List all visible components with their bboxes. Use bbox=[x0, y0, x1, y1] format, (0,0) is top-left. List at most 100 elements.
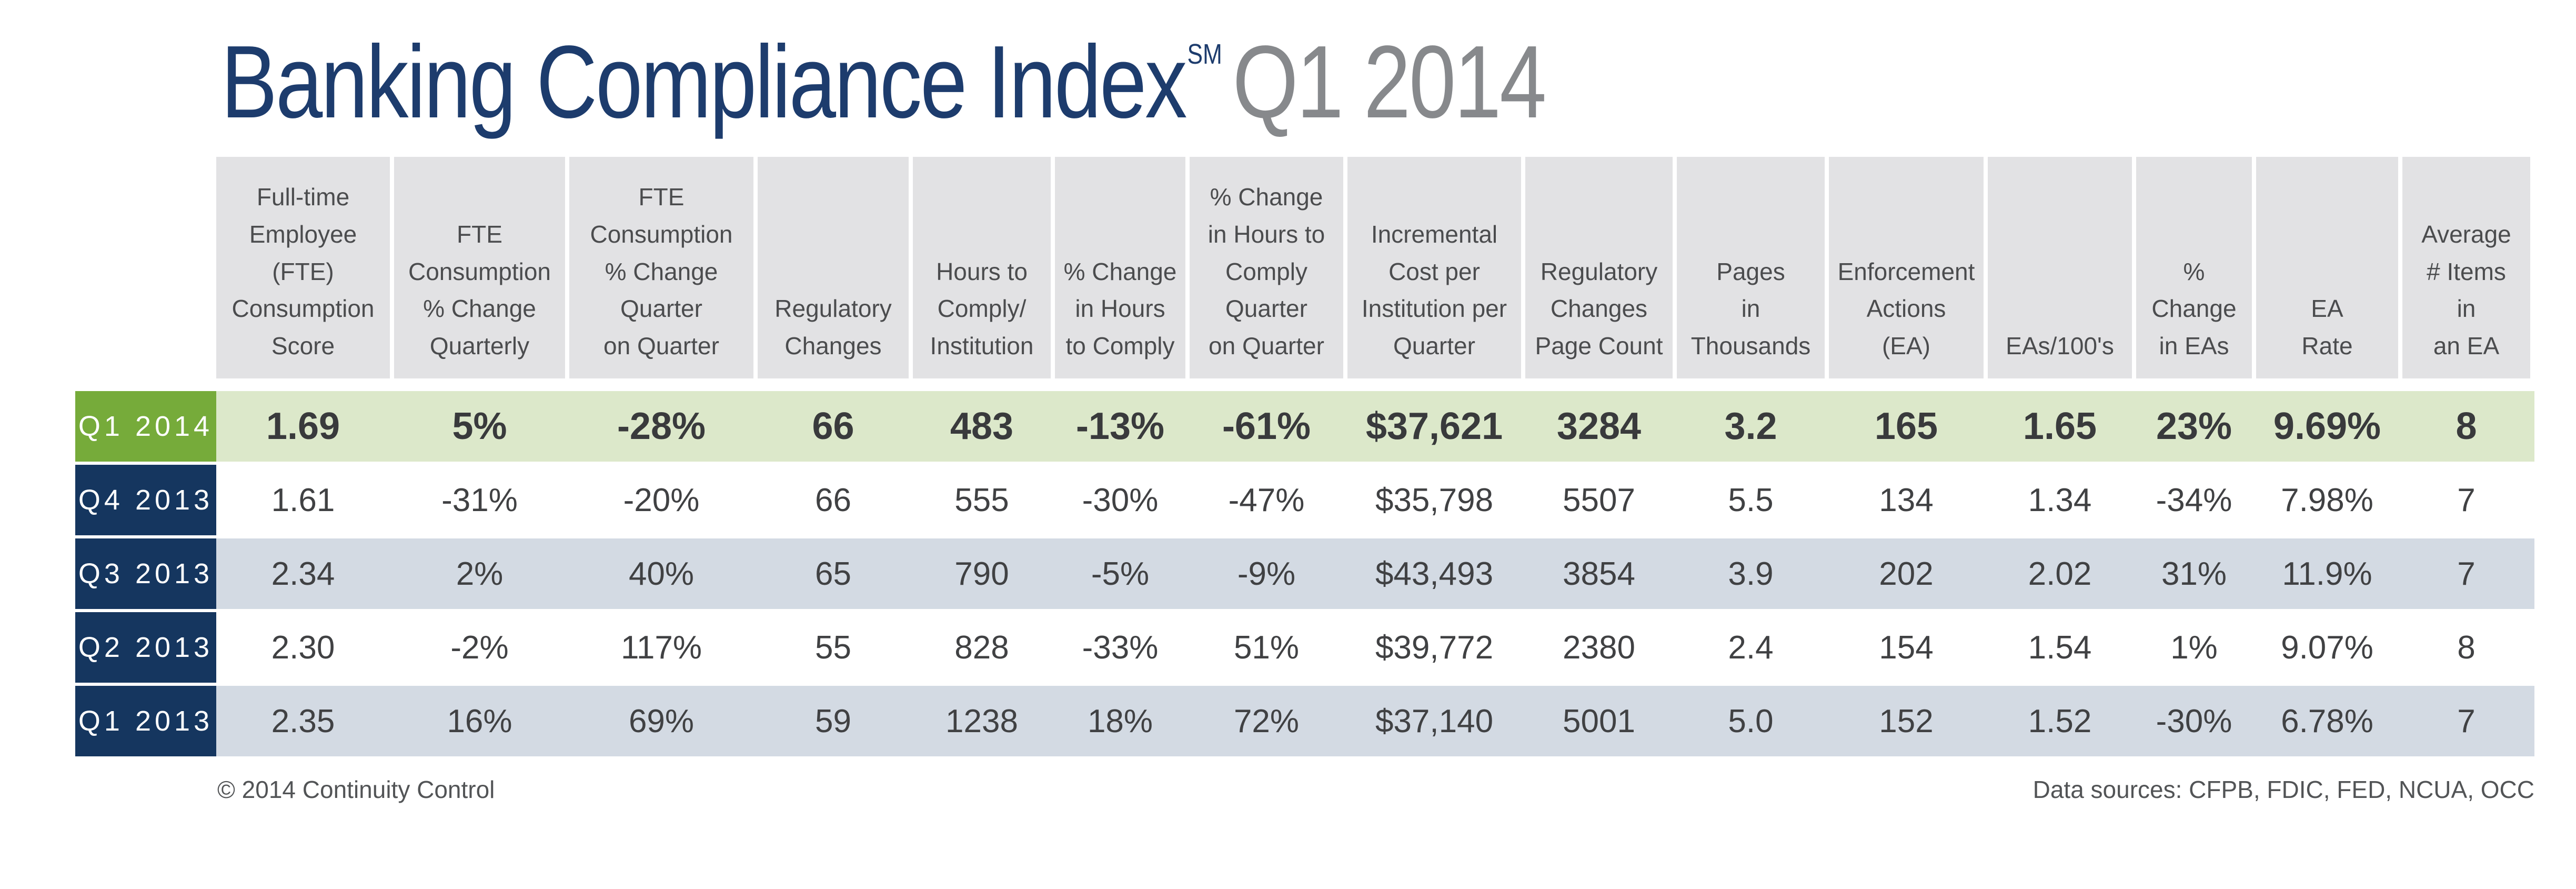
title-trademark-sm: SM bbox=[1187, 38, 1222, 70]
table-row-q3-2013: Q3 2013 2.34 2% 40% 65 790 -5% -9% $43,4… bbox=[75, 538, 2534, 609]
data-cell: 66 bbox=[815, 482, 851, 518]
col-header-ea-rate: EA Rate bbox=[2256, 157, 2398, 378]
data-cell: 66 bbox=[812, 405, 854, 447]
data-cell: -5% bbox=[1091, 555, 1150, 592]
data-cell: 11.9% bbox=[2282, 555, 2372, 592]
data-cell: 6.78% bbox=[2281, 703, 2373, 740]
col-header-regulatory-changes: Regulatory Changes bbox=[758, 157, 909, 378]
data-cell: 1.61 bbox=[271, 482, 335, 518]
row-band-q4-2013: 1.61 -31% -20% 66 555 -30% -47% $35,798 … bbox=[216, 465, 2534, 535]
table-body: Q1 2014 1.69 5% -28% 66 483 -13% -61% $3… bbox=[75, 391, 2534, 756]
data-cell: 134 bbox=[1879, 482, 1934, 518]
header-cells: Full-time Employee (FTE) Consumption Sco… bbox=[216, 157, 2534, 378]
data-cell: 3.2 bbox=[1724, 405, 1777, 447]
data-cell: 55 bbox=[815, 629, 851, 666]
data-cell: 51% bbox=[1233, 629, 1300, 666]
data-cell: 40% bbox=[628, 555, 695, 592]
data-cell: 9.69% bbox=[2273, 405, 2381, 447]
data-cell: 1.69 bbox=[266, 405, 340, 447]
data-cell: 117% bbox=[621, 629, 702, 666]
data-cell: 154 bbox=[1879, 629, 1934, 666]
row-label-q2-2013: Q2 2013 bbox=[75, 612, 216, 683]
data-cell: 72% bbox=[1233, 703, 1300, 740]
data-cell: -61% bbox=[1222, 405, 1311, 447]
row-band-q1-2014: 1.69 5% -28% 66 483 -13% -61% $37,621 32… bbox=[216, 391, 2534, 462]
col-header-incremental-cost: Incremental Cost per Institution per Qua… bbox=[1347, 157, 1521, 378]
data-cell: $37,140 bbox=[1375, 703, 1494, 740]
data-cell: 7 bbox=[2457, 555, 2476, 592]
footer-data-sources: Data sources: CFPB, FDIC, FED, NCUA, OCC bbox=[2032, 776, 2534, 803]
data-cell: -47% bbox=[1228, 482, 1305, 518]
data-cell: 3.9 bbox=[1728, 555, 1774, 592]
data-cell: 8 bbox=[2456, 405, 2477, 447]
data-cell: $39,772 bbox=[1375, 629, 1494, 666]
data-cell: $35,798 bbox=[1375, 482, 1494, 518]
data-cell: 69% bbox=[628, 703, 695, 740]
col-header-enforcement-actions: Enforcement Actions (EA) bbox=[1829, 157, 1984, 378]
data-cell: 5% bbox=[452, 405, 507, 447]
data-cell: 2.02 bbox=[2028, 555, 2092, 592]
data-cell: 2.35 bbox=[271, 703, 335, 740]
data-cell: 1.52 bbox=[2028, 703, 2092, 740]
data-cell: 1.54 bbox=[2028, 629, 2092, 666]
row-label-q4-2013: Q4 2013 bbox=[75, 465, 216, 535]
data-cell: 1.65 bbox=[2022, 405, 2097, 447]
data-cell: 9.07% bbox=[2281, 629, 2373, 666]
page-title: Banking Compliance IndexSM Q1 2014 bbox=[221, 31, 2576, 136]
row-label-q1-2014: Q1 2014 bbox=[75, 391, 216, 462]
data-cell: 5507 bbox=[1563, 482, 1635, 518]
col-header-pct-change-in-eas: % Change in EAs bbox=[2136, 157, 2252, 378]
data-cell: 5.5 bbox=[1728, 482, 1774, 518]
data-cell: 3284 bbox=[1556, 405, 1642, 447]
row-band-q1-2013: 2.35 16% 69% 59 1238 18% 72% $37,140 500… bbox=[216, 686, 2534, 756]
data-cell: 202 bbox=[1879, 555, 1934, 592]
data-cell: 1% bbox=[2170, 629, 2218, 666]
data-cell: -31% bbox=[441, 482, 518, 518]
col-header-avg-items-in-ea: Average # Items in an EA bbox=[2402, 157, 2530, 378]
col-header-fte-consumption-pct-change-quarterly: FTE Consumption % Change Quarterly bbox=[394, 157, 565, 378]
data-cell: 483 bbox=[950, 405, 1014, 447]
data-cell: 8 bbox=[2457, 629, 2476, 666]
data-cell: 65 bbox=[815, 555, 851, 592]
table-row-q2-2013: Q2 2013 2.30 -2% 117% 55 828 -33% 51% $3… bbox=[75, 612, 2534, 683]
data-cell: 59 bbox=[815, 703, 851, 740]
data-cell: 555 bbox=[954, 482, 1009, 518]
row-label-q1-2013: Q1 2013 bbox=[75, 686, 216, 756]
data-cell: 3854 bbox=[1563, 555, 1635, 592]
data-cell: 5001 bbox=[1563, 703, 1635, 740]
data-cell: -13% bbox=[1075, 405, 1165, 447]
data-cell: -9% bbox=[1237, 555, 1296, 592]
data-cell: 1238 bbox=[945, 703, 1018, 740]
title-main: Banking Compliance Index bbox=[221, 24, 1187, 139]
data-cell: 2.30 bbox=[271, 629, 335, 666]
col-header-fte-consumption-score: Full-time Employee (FTE) Consumption Sco… bbox=[216, 157, 390, 378]
data-cell: -20% bbox=[623, 482, 700, 518]
data-cell: -33% bbox=[1082, 629, 1159, 666]
col-header-fte-consumption-pct-change-qoq: FTE Consumption % Change Quarter on Quar… bbox=[569, 157, 753, 378]
bci-table: Full-time Employee (FTE) Consumption Sco… bbox=[75, 157, 2534, 756]
data-cell: 790 bbox=[954, 555, 1009, 592]
data-cell: -30% bbox=[1082, 482, 1159, 518]
data-cell: 2% bbox=[456, 555, 504, 592]
col-header-hours-to-comply: Hours to Comply/ Institution bbox=[913, 157, 1051, 378]
data-cell: 1.34 bbox=[2028, 482, 2092, 518]
data-cell: 16% bbox=[447, 703, 512, 740]
data-cell: $43,493 bbox=[1375, 555, 1494, 592]
header-spacer bbox=[75, 157, 216, 378]
data-cell: 165 bbox=[1874, 405, 1938, 447]
data-cell: 2.4 bbox=[1728, 629, 1774, 666]
table-row-q1-2013: Q1 2013 2.35 16% 69% 59 1238 18% 72% $37… bbox=[75, 686, 2534, 756]
data-cell: 2380 bbox=[1563, 629, 1635, 666]
data-cell: 7 bbox=[2457, 703, 2476, 740]
col-header-pct-change-hours: % Change in Hours to Comply bbox=[1055, 157, 1185, 378]
footer-copyright: © 2014 Continuity Control bbox=[217, 776, 495, 803]
title-period: Q1 2014 bbox=[1232, 24, 1547, 139]
data-cell: 31% bbox=[2161, 555, 2227, 592]
row-band-q3-2013: 2.34 2% 40% 65 790 -5% -9% $43,493 3854 … bbox=[216, 538, 2534, 609]
data-cell: 23% bbox=[2156, 405, 2232, 447]
row-label-q3-2013: Q3 2013 bbox=[75, 538, 216, 609]
data-cell: -34% bbox=[2156, 482, 2232, 518]
page: { "title": { "main": "Banking Compliance… bbox=[0, 31, 2576, 889]
data-cell: 7 bbox=[2457, 482, 2476, 518]
col-header-eas-per-100s: EAs/100's bbox=[1988, 157, 2132, 378]
